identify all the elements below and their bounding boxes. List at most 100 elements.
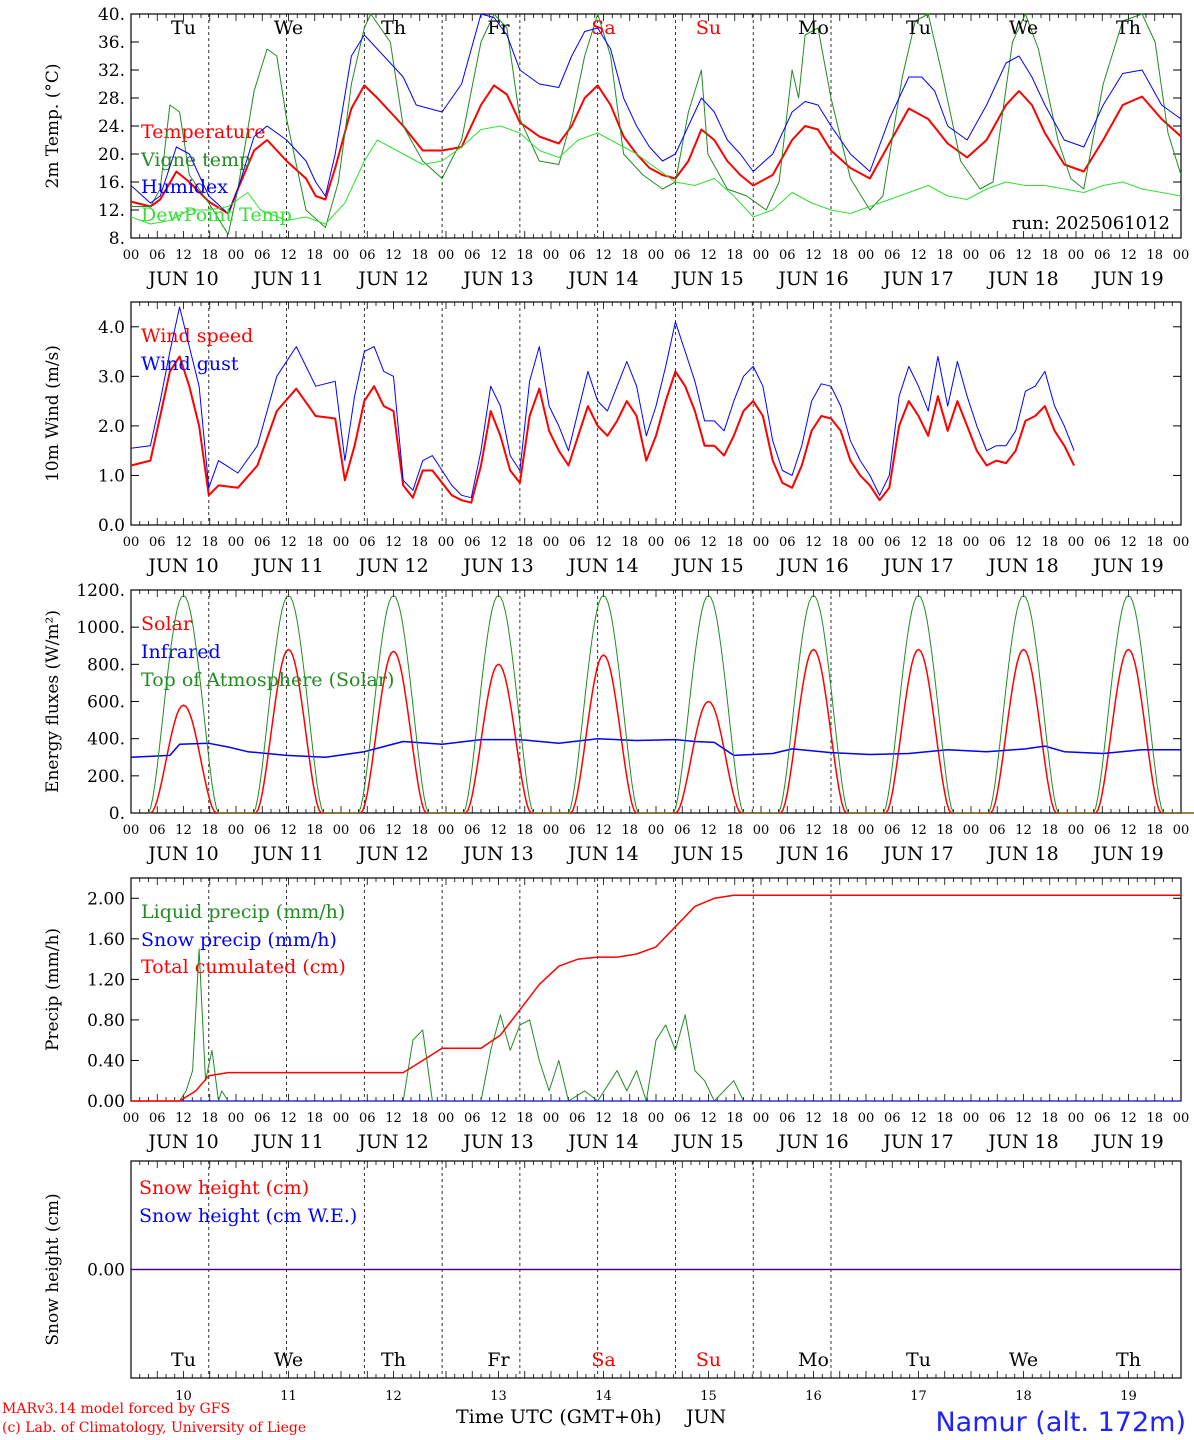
station-name: Namur (alt. 172m) <box>935 1407 1186 1438</box>
hour-label: 00 <box>963 248 980 263</box>
y-tick-label: 0.00 <box>87 1092 125 1112</box>
hour-label: 00 <box>648 535 665 550</box>
series-line <box>130 737 1181 759</box>
legend-entry: Wind gust <box>141 353 239 375</box>
hour-label: 00 <box>1068 248 1085 263</box>
date-label: JUN 12 <box>356 1131 428 1153</box>
weekday-label: Sa <box>591 17 615 39</box>
date-label: JUN 12 <box>356 268 428 290</box>
hour-label: 00 <box>123 248 140 263</box>
date-label: JUN 10 <box>146 555 218 577</box>
hour-label: 18 <box>726 1111 743 1126</box>
legend-entry: Temperature <box>141 121 265 143</box>
run-note: run: 2025061012 <box>1012 213 1170 234</box>
hour-label: 06 <box>674 248 691 263</box>
hour-label: 12 <box>910 1111 927 1126</box>
y-tick-label: 0.00 <box>87 1261 125 1281</box>
series-line <box>150 648 1194 814</box>
legend-entry: Humidex <box>141 176 228 198</box>
y-tick-label: 200. <box>87 767 125 787</box>
hour-label: 06 <box>884 535 901 550</box>
hour-label: 06 <box>464 823 481 838</box>
weekday-label: We <box>1009 17 1038 39</box>
hour-label: 00 <box>753 535 770 550</box>
hour-label: 12 <box>280 1111 297 1126</box>
hour-label: 00 <box>858 823 875 838</box>
hour-label: 12 <box>595 823 612 838</box>
hour-label: 00 <box>543 535 560 550</box>
legend-entry: Total cumulated (cm) <box>141 956 346 978</box>
hour-label: 06 <box>569 1111 586 1126</box>
hour-label: 00 <box>123 823 140 838</box>
y-tick-label: 2.0 <box>98 417 125 437</box>
date-label: JUN 15 <box>671 1131 743 1153</box>
weekday-label: We <box>274 17 303 39</box>
hour-label: 00 <box>858 1111 875 1126</box>
hour-label: 00 <box>1173 823 1190 838</box>
day-number-label: 10 <box>175 1389 192 1404</box>
hour-label: 00 <box>228 248 245 263</box>
day-number-label: 18 <box>1015 1389 1032 1404</box>
hour-label: 18 <box>831 1111 848 1126</box>
date-label: JUN 13 <box>461 268 533 290</box>
date-label: JUN 11 <box>251 268 323 290</box>
hour-label: 06 <box>359 535 376 550</box>
hour-label: 06 <box>359 823 376 838</box>
y-tick-label: 24. <box>98 117 125 137</box>
hour-label: 06 <box>989 1111 1006 1126</box>
weekday-label: Th <box>381 1349 406 1371</box>
hour-label: 18 <box>306 823 323 838</box>
hour-label: 06 <box>569 823 586 838</box>
hour-label: 18 <box>306 248 323 263</box>
hour-label: 00 <box>543 248 560 263</box>
y-tick-label: 8. <box>109 229 125 249</box>
hour-label: 00 <box>753 823 770 838</box>
legend-entry: Snow precip (mm/h) <box>141 929 337 951</box>
legend-entry: Solar <box>141 613 193 635</box>
y-tick-label: 400. <box>87 730 125 750</box>
date-label: JUN 14 <box>566 1131 638 1153</box>
day-number-label: 14 <box>595 1389 612 1404</box>
hour-label: 18 <box>201 248 218 263</box>
y-tick-label: 16. <box>98 173 125 193</box>
series-line <box>131 948 1181 1102</box>
hour-label: 00 <box>333 823 350 838</box>
hour-label: 12 <box>280 248 297 263</box>
hour-label: 00 <box>753 248 770 263</box>
hour-label: 12 <box>805 535 822 550</box>
weekday-label: Th <box>381 17 406 39</box>
hour-label: 06 <box>254 248 271 263</box>
day-number-label: 15 <box>700 1389 717 1404</box>
hour-label: 00 <box>438 248 455 263</box>
y-tick-label: 20. <box>98 145 125 165</box>
date-label: JUN 14 <box>566 268 638 290</box>
hour-label: 12 <box>385 1111 402 1126</box>
y-tick-label: 600. <box>87 693 125 713</box>
hour-label: 12 <box>1015 823 1032 838</box>
hour-label: 12 <box>595 1111 612 1126</box>
day-number-label: 17 <box>910 1389 927 1404</box>
weekday-label: We <box>1009 1349 1038 1371</box>
date-label: JUN 17 <box>881 555 953 577</box>
hour-label: 06 <box>989 535 1006 550</box>
weekday-label: Tu <box>906 17 931 39</box>
date-label: JUN 11 <box>251 843 323 865</box>
hour-label: 06 <box>149 535 166 550</box>
series-line <box>130 84 1182 215</box>
hour-label: 18 <box>621 823 638 838</box>
date-label: JUN 16 <box>776 1131 848 1153</box>
hour-label: 18 <box>306 1111 323 1126</box>
weekday-label: We <box>274 1349 303 1371</box>
hour-label: 12 <box>490 1111 507 1126</box>
hour-label: 18 <box>516 535 533 550</box>
hour-label: 06 <box>149 248 166 263</box>
hour-label: 12 <box>385 535 402 550</box>
hour-label: 00 <box>963 823 980 838</box>
hour-label: 18 <box>1146 823 1163 838</box>
hour-label: 06 <box>779 823 796 838</box>
hour-label: 12 <box>805 823 822 838</box>
hour-label: 00 <box>333 535 350 550</box>
hour-label: 18 <box>411 1111 428 1126</box>
weekday-label: Mo <box>798 17 829 39</box>
